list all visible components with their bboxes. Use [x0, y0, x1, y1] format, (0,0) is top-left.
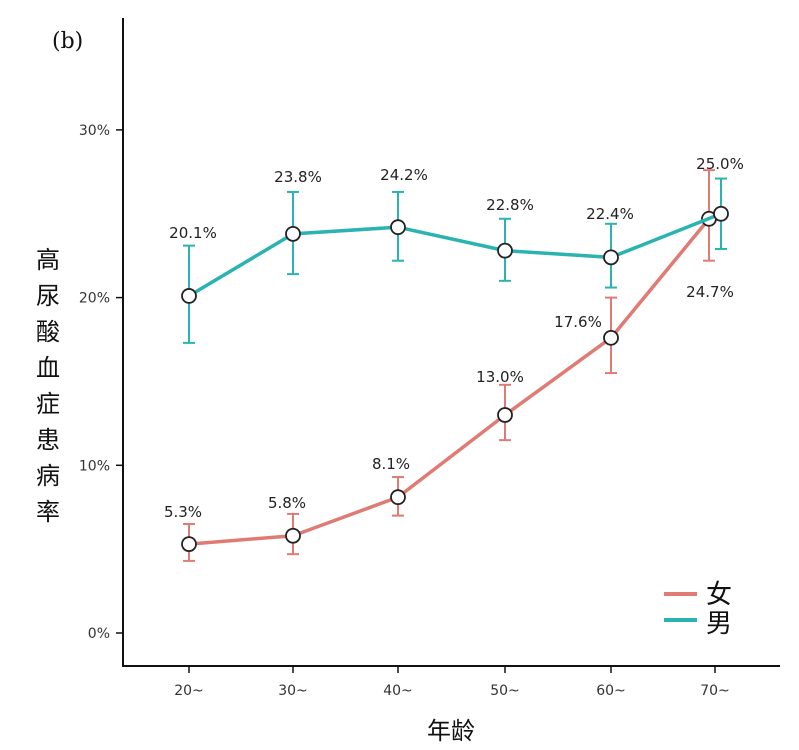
data-label-female: 24.7% — [686, 283, 734, 301]
data-label-male: 22.8% — [486, 196, 534, 214]
series-line-female — [188, 217, 711, 546]
data-point-female — [497, 407, 513, 423]
data-point-male — [390, 219, 406, 236]
series-female — [181, 169, 717, 562]
data-label-female: 5.8% — [268, 494, 306, 512]
y-tick-label: 10% — [79, 458, 110, 474]
y-axis-title-char: 尿 — [36, 282, 60, 310]
x-tick-label: 50~ — [490, 683, 520, 699]
y-axis-title-char: 血 — [36, 354, 60, 382]
data-point-female — [603, 329, 619, 346]
x-tick-label: 40~ — [383, 683, 413, 699]
data-point-female — [285, 527, 301, 544]
x-tick-label: 70~ — [700, 683, 730, 699]
y-axis-title: 高尿酸血症患病率 — [36, 246, 60, 526]
y-axis-title-char: 高 — [36, 246, 60, 274]
data-point-male — [713, 205, 729, 222]
y-axis-title-char: 患 — [36, 426, 60, 454]
y-axis-title-char: 酸 — [36, 318, 60, 346]
y-tick-label: 30% — [79, 123, 110, 139]
data-point-female — [390, 489, 406, 506]
y-axis-title-char: 率 — [36, 498, 60, 526]
x-tick-label: 30~ — [278, 683, 308, 699]
y-axis-title-char: 症 — [36, 390, 60, 418]
data-label-female: 17.6% — [554, 313, 602, 331]
data-label-female: 8.1% — [372, 455, 410, 473]
data-label-male: 23.8% — [274, 168, 322, 186]
data-label-male: 22.4% — [586, 205, 634, 223]
data-point-male — [603, 249, 619, 266]
x-axis-ticks: 20~ 30~ 40~ 50~ 60~ 70~ — [174, 666, 730, 699]
series-layer — [181, 169, 729, 562]
data-label-male: 24.2% — [380, 166, 428, 184]
data-point-male — [285, 225, 301, 242]
y-tick-label: 0% — [88, 626, 110, 642]
legend: 女 男 — [664, 580, 732, 639]
data-label-female: 5.3% — [164, 503, 202, 521]
data-point-male — [497, 242, 513, 259]
legend-label-female: 女 — [706, 580, 732, 610]
series-male — [181, 177, 729, 344]
y-axis-title-char: 病 — [36, 462, 60, 490]
x-tick-label: 60~ — [596, 683, 626, 699]
data-point-female — [181, 536, 197, 553]
data-point-male — [181, 288, 197, 304]
panel-label: (b) — [52, 29, 83, 54]
series-line-male — [188, 212, 722, 298]
data-labels: 5.3% 5.8% 8.1% 13.0% 17.6% 24.7% 20.1% 23.8% 24.… — [164, 155, 744, 521]
y-axis-ticks: 0% 10% 20% 30% — [79, 123, 123, 642]
y-tick-label: 20% — [79, 291, 110, 307]
x-axis-title: 年龄 — [427, 717, 475, 745]
legend-label-male: 男 — [706, 609, 732, 639]
x-tick-label: 20~ — [174, 683, 204, 699]
data-label-male: 25.0% — [696, 155, 744, 173]
data-label-female: 13.0% — [476, 368, 524, 386]
data-label-male: 20.1% — [169, 224, 217, 242]
